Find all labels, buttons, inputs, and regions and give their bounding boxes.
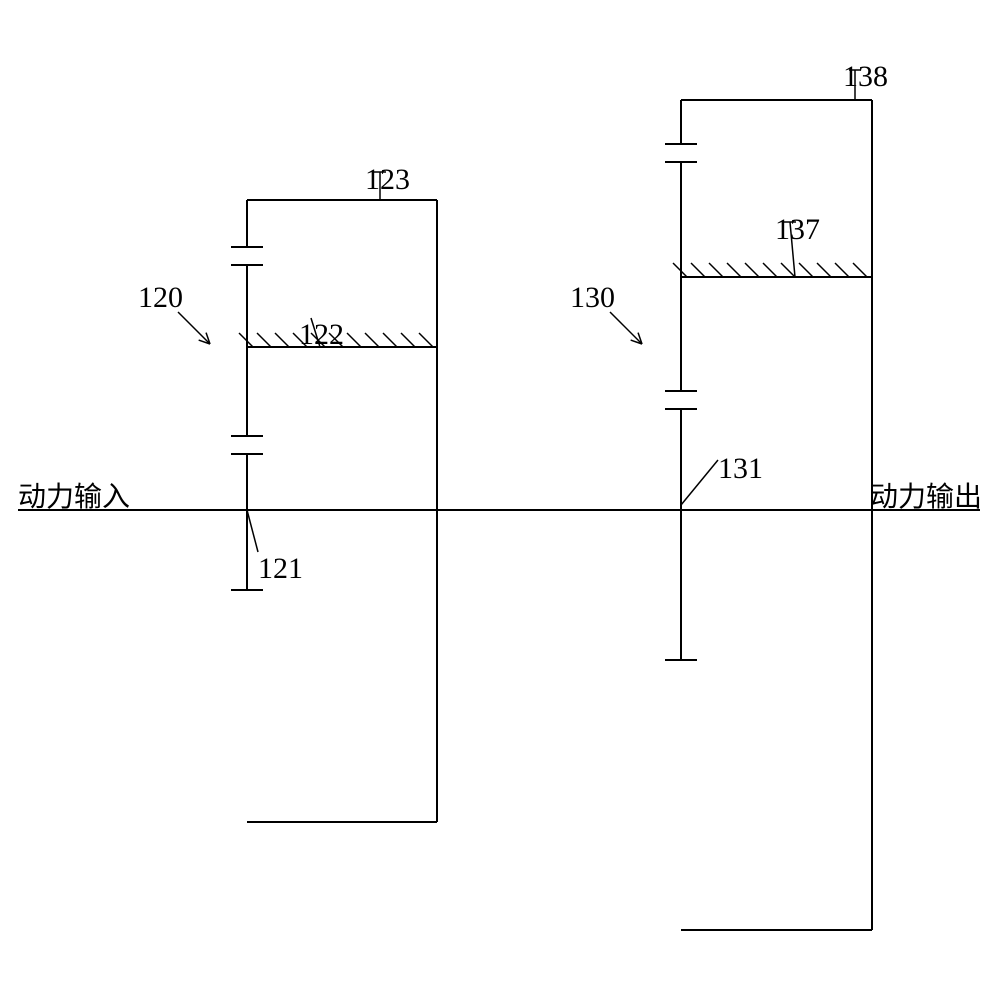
label-ref-120: 120 — [138, 281, 183, 315]
label-ref-137: 137 — [775, 213, 820, 247]
label-ref-122: 122 — [299, 318, 344, 352]
label-power-input: 动力输入 — [18, 475, 130, 515]
label-ref-121: 121 — [258, 552, 303, 586]
label-power-output: 动力输出 — [870, 475, 982, 515]
schematic-svg — [0, 0, 1000, 991]
label-ref-138: 138 — [843, 60, 888, 94]
label-ref-123: 123 — [365, 163, 410, 197]
label-ref-130: 130 — [570, 281, 615, 315]
label-ref-131: 131 — [718, 452, 763, 486]
diagram: 动力输入 动力输出 120 121 122 123 130 131 137 13… — [0, 0, 1000, 991]
